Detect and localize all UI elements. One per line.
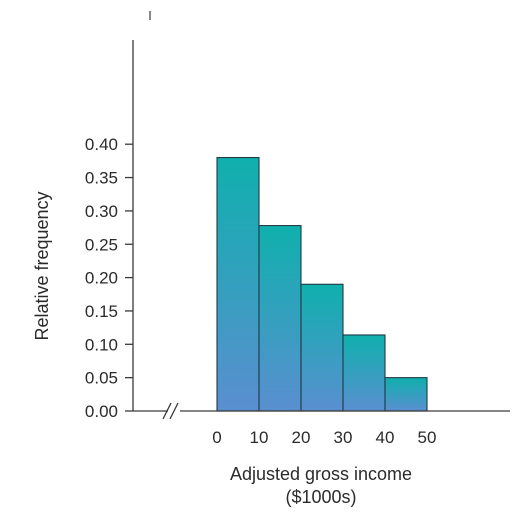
axis-break-mark [162,402,179,420]
y-tick-label: 0.05 [85,369,118,388]
y-tick-label: 0.35 [85,169,118,188]
y-tick-label: 0.00 [85,402,118,421]
y-tick-label: 0.30 [85,202,118,221]
histogram-bar [300,283,344,412]
histogram-bar [258,225,302,412]
x-axis-title: Adjusted gross income [230,464,412,484]
x-axis-unit: ($1000s) [285,487,356,507]
y-tick-label: 0.10 [85,335,118,354]
y-tick-label: 0.40 [85,135,118,154]
y-axis-ticks: 0.00 0.05 0.10 0.15 0.20 0.25 0.30 0.35 0.40 [85,135,133,421]
x-tick-label: 20 [292,428,311,447]
x-tick-label: 10 [250,428,269,447]
y-tick-label: 0.15 [85,302,118,321]
y-tick-label: 0.20 [85,269,118,288]
y-axis-title: Relative frequency [32,191,52,340]
x-axis-ticks: 0 10 20 30 40 50 [212,428,436,447]
y-tick-label: 0.25 [85,235,118,254]
x-tick-label: 40 [376,428,395,447]
histogram-bars [216,156,428,412]
histogram-bar [216,156,260,412]
histogram-bar [384,377,428,412]
x-tick-label: 0 [212,428,221,447]
x-tick-label: 50 [418,428,437,447]
histogram-bar [342,334,386,412]
x-tick-label: 30 [334,428,353,447]
